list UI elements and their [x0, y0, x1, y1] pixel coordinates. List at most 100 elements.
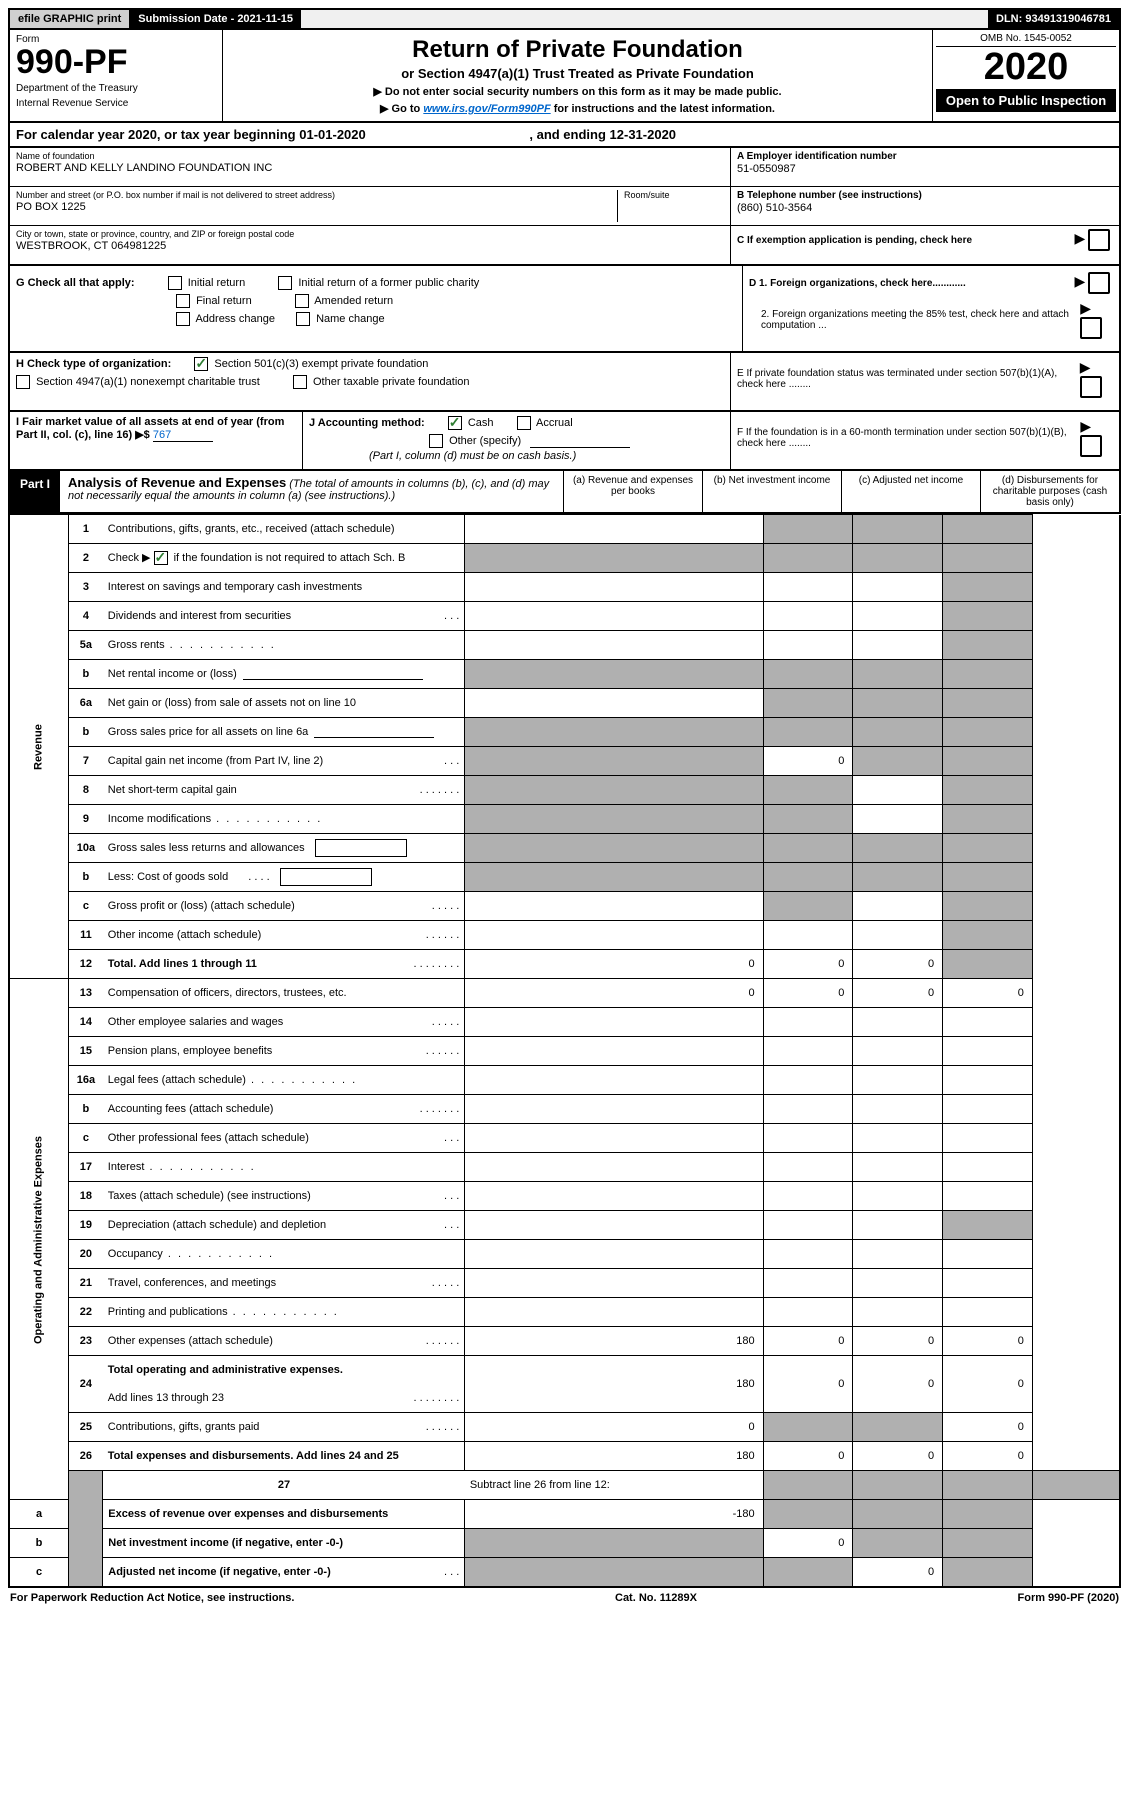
f-checkbox[interactable] — [1080, 435, 1102, 457]
top-bar-left: efile GRAPHIC print Submission Date - 20… — [10, 10, 301, 28]
col-d-header: (d) Disbursements for charitable purpose… — [980, 471, 1119, 512]
line-16c: cOther professional fees (attach schedul… — [9, 1124, 1120, 1153]
e-label: E If private foundation status was termi… — [737, 368, 1080, 390]
g-d-section: G Check all that apply: Initial return I… — [8, 266, 1121, 353]
line-10b: bLess: Cost of goods sold. . . . — [9, 863, 1120, 892]
efile-print-button[interactable]: efile GRAPHIC print — [10, 10, 130, 28]
l21-desc: Travel, conferences, and meetings. . . .… — [103, 1269, 465, 1298]
line-10c: cGross profit or (loss) (attach schedule… — [9, 892, 1120, 921]
h-501c3-checkbox[interactable] — [194, 357, 208, 371]
l12-desc: Total. Add lines 1 through 11. . . . . .… — [103, 950, 465, 979]
l23-d: 0 — [943, 1327, 1033, 1356]
entity-info-right: A Employer identification number 51-0550… — [730, 148, 1119, 264]
ssn-warning: ▶ Do not enter social security numbers o… — [229, 85, 926, 98]
l13-desc: Compensation of officers, directors, tru… — [103, 979, 465, 1008]
city-value: WESTBROOK, CT 064981225 — [16, 240, 724, 252]
foundation-name-cell: Name of foundation ROBERT AND KELLY LAND… — [10, 148, 730, 187]
l26-a: 180 — [465, 1442, 763, 1471]
l1-desc: Contributions, gifts, grants, etc., rece… — [103, 515, 465, 544]
l27c-c: 0 — [853, 1558, 943, 1588]
l24b-desc: Add lines 13 through 23. . . . . . . . — [103, 1384, 465, 1413]
col-b-header: (b) Net investment income — [702, 471, 841, 512]
i-j-f-row: I Fair market value of all assets at end… — [8, 412, 1121, 471]
l13-d: 0 — [943, 979, 1033, 1008]
l27b-b: 0 — [763, 1529, 853, 1558]
h-4947-checkbox[interactable] — [16, 375, 30, 389]
l7-desc: Capital gain net income (from Part IV, l… — [103, 747, 465, 776]
c-checkbox[interactable] — [1088, 229, 1110, 251]
g-initial-checkbox[interactable] — [168, 276, 182, 290]
l24-a: 180 — [465, 1356, 763, 1413]
line-9: 9Income modifications — [9, 805, 1120, 834]
i-section: I Fair market value of all assets at end… — [10, 412, 302, 469]
h-4947-label: Section 4947(a)(1) nonexempt charitable … — [36, 376, 260, 388]
g-name-checkbox[interactable] — [296, 312, 310, 326]
line-3: 3Interest on savings and temporary cash … — [9, 573, 1120, 602]
l2-pre: Check ▶ — [108, 552, 154, 564]
j-accrual-checkbox[interactable] — [517, 416, 531, 430]
l2-checkbox[interactable] — [154, 551, 168, 565]
line-15: 15Pension plans, employee benefits. . . … — [9, 1037, 1120, 1066]
line-20: 20Occupancy — [9, 1240, 1120, 1269]
ij-section: I Fair market value of all assets at end… — [10, 412, 730, 469]
revenue-side-label: Revenue — [9, 515, 69, 979]
l25-a: 0 — [465, 1413, 763, 1442]
form-title-block: Return of Private Foundation or Section … — [223, 30, 932, 121]
g-address-checkbox[interactable] — [176, 312, 190, 326]
l27c-desc: Adjusted net income (if negative, enter … — [103, 1558, 465, 1588]
l5a-desc: Gross rents — [103, 631, 465, 660]
entity-info-left: Name of foundation ROBERT AND KELLY LAND… — [10, 148, 730, 264]
f-label: F If the foundation is in a 60-month ter… — [737, 427, 1080, 449]
g-section: G Check all that apply: Initial return I… — [10, 266, 742, 351]
part1-table: Revenue 1Contributions, gifts, grants, e… — [8, 514, 1121, 1588]
j-accrual-label: Accrual — [536, 417, 573, 429]
g-amended-checkbox[interactable] — [295, 294, 309, 308]
g-initial-former-label: Initial return of a former public charit… — [298, 277, 479, 289]
g-final-checkbox[interactable] — [176, 294, 190, 308]
l3-desc: Interest on savings and temporary cash i… — [103, 573, 465, 602]
form-header: Form 990-PF Department of the Treasury I… — [8, 30, 1121, 123]
l15-desc: Pension plans, employee benefits. . . . … — [103, 1037, 465, 1066]
l23-a: 180 — [465, 1327, 763, 1356]
e-section: E If private foundation status was termi… — [730, 353, 1119, 410]
phone-cell: B Telephone number (see instructions) (8… — [730, 187, 1119, 226]
j-cash-checkbox[interactable] — [448, 416, 462, 430]
d2-checkbox[interactable] — [1080, 317, 1102, 339]
col-c-header: (c) Adjusted net income — [841, 471, 980, 512]
j-label: J Accounting method: — [309, 417, 425, 429]
j-note: (Part I, column (d) must be on cash basi… — [369, 450, 724, 462]
line-17: 17Interest — [9, 1153, 1120, 1182]
city-cell: City or town, state or province, country… — [10, 226, 730, 264]
l24-desc: Total operating and administrative expen… — [103, 1356, 465, 1385]
tax-year: 2020 — [936, 47, 1116, 89]
exemption-cell: C If exemption application is pending, c… — [730, 226, 1119, 264]
irs-link[interactable]: www.irs.gov/Form990PF — [423, 103, 550, 115]
foundation-name: ROBERT AND KELLY LANDINO FOUNDATION INC — [16, 162, 724, 174]
dln-label: DLN: 93491319046781 — [988, 10, 1119, 28]
j-other-checkbox[interactable] — [429, 434, 443, 448]
line-24: 24Total operating and administrative exp… — [9, 1356, 1120, 1385]
l24-c: 0 — [853, 1356, 943, 1413]
goto-note: ▶ Go to www.irs.gov/Form990PF for instru… — [229, 102, 926, 115]
line-27b: bNet investment income (if negative, ent… — [9, 1529, 1120, 1558]
l23-desc: Other expenses (attach schedule). . . . … — [103, 1327, 465, 1356]
goto-post: for instructions and the latest informat… — [554, 103, 775, 115]
l27b-desc: Net investment income (if negative, ente… — [103, 1529, 465, 1558]
room-label: Room/suite — [624, 190, 724, 200]
line-26: 26Total expenses and disbursements. Add … — [9, 1442, 1120, 1471]
dept-treasury: Department of the Treasury — [16, 83, 216, 94]
h-other-checkbox[interactable] — [293, 375, 307, 389]
g-address-label: Address change — [195, 313, 275, 325]
d1-checkbox[interactable] — [1088, 272, 1110, 294]
e-checkbox[interactable] — [1080, 376, 1102, 398]
line-12: 12Total. Add lines 1 through 11. . . . .… — [9, 950, 1120, 979]
line-21: 21Travel, conferences, and meetings. . .… — [9, 1269, 1120, 1298]
line-27c: cAdjusted net income (if negative, enter… — [9, 1558, 1120, 1588]
g-initial-label: Initial return — [188, 277, 245, 289]
l22-desc: Printing and publications — [103, 1298, 465, 1327]
l17-desc: Interest — [103, 1153, 465, 1182]
l12-b: 0 — [763, 950, 853, 979]
l27a-desc: Excess of revenue over expenses and disb… — [103, 1500, 465, 1529]
line-14: 14Other employee salaries and wages. . .… — [9, 1008, 1120, 1037]
g-initial-former-checkbox[interactable] — [278, 276, 292, 290]
